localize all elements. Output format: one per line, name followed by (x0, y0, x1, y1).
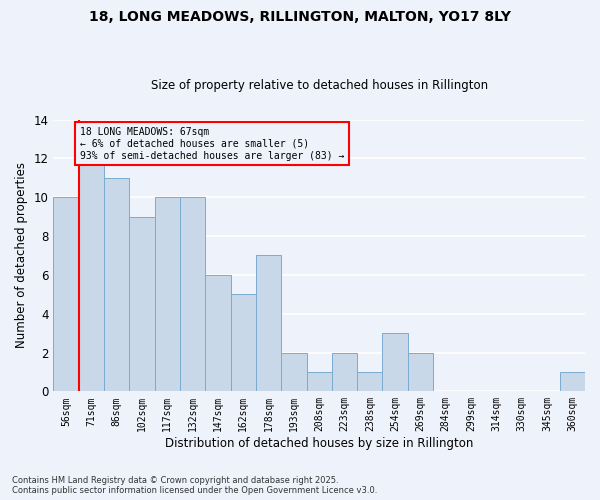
Bar (155, 197, 180, 392)
Text: Contains HM Land Registry data © Crown copyright and database right 2025.
Contai: Contains HM Land Registry data © Crown c… (12, 476, 377, 495)
Bar (104, 178, 130, 392)
Bar (560, 372, 585, 392)
Bar (230, 294, 256, 392)
Bar (53, 197, 79, 392)
Bar (307, 372, 332, 392)
Bar (332, 352, 357, 392)
Bar (281, 352, 307, 392)
Bar (382, 333, 408, 392)
Bar (256, 256, 281, 392)
Bar (79, 158, 104, 392)
Text: 18 LONG MEADOWS: 67sqm
← 6% of detached houses are smaller (5)
93% of semi-detac: 18 LONG MEADOWS: 67sqm ← 6% of detached … (80, 128, 344, 160)
Title: Size of property relative to detached houses in Rillington: Size of property relative to detached ho… (151, 79, 488, 92)
Bar (130, 216, 155, 392)
Bar (408, 352, 433, 392)
Bar (205, 275, 230, 392)
X-axis label: Distribution of detached houses by size in Rillington: Distribution of detached houses by size … (165, 437, 473, 450)
Bar (180, 197, 205, 392)
Y-axis label: Number of detached properties: Number of detached properties (15, 162, 28, 348)
Bar (357, 372, 382, 392)
Text: 18, LONG MEADOWS, RILLINGTON, MALTON, YO17 8LY: 18, LONG MEADOWS, RILLINGTON, MALTON, YO… (89, 10, 511, 24)
